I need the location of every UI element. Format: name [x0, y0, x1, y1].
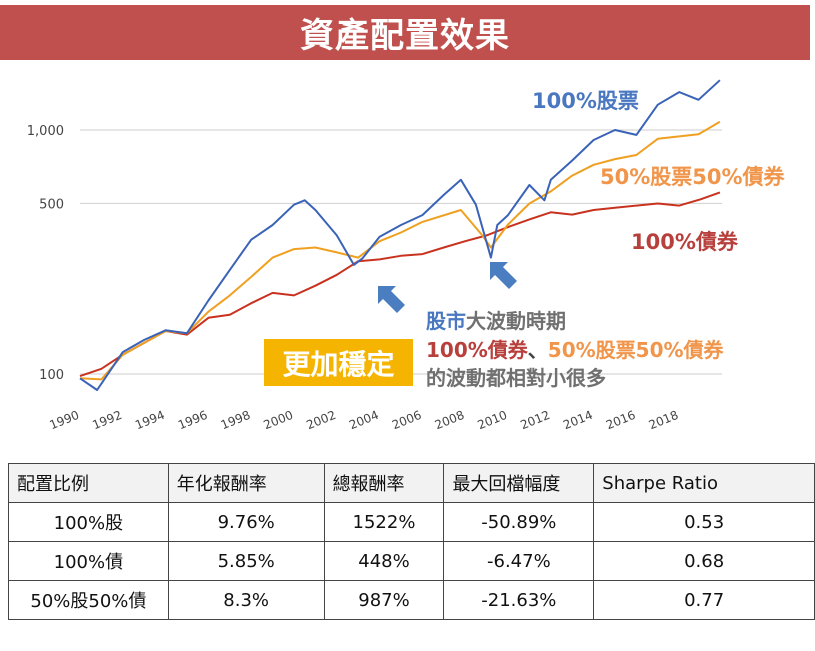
x-tick-label: 1996 — [176, 408, 210, 432]
x-tick-label: 1994 — [133, 408, 167, 432]
x-tick-label: 2010 — [476, 408, 510, 432]
x-tick-label: 1990 — [48, 408, 82, 432]
table-row: 50%股50%債 8.3% 987% -21.63% 0.77 — [8, 580, 815, 620]
series-line — [79, 191, 721, 378]
cell: -6.47% — [443, 541, 595, 581]
header-annual-return: 年化報酬率 — [167, 463, 325, 503]
x-tick-label: 2008 — [433, 408, 467, 432]
x-tick-label: 2006 — [390, 408, 424, 432]
x-tick-label: 2018 — [647, 408, 681, 432]
annotation-volatility: 大波動時期 — [466, 309, 566, 333]
table-header-row: 配置比例 年化報酬率 總報酬率 最大回檔幅度 Sharpe Ratio — [8, 463, 815, 503]
stable-badge: 更加穩定 — [264, 339, 413, 386]
cell: 8.3% — [167, 580, 325, 620]
header-max-drawdown: 最大回檔幅度 — [443, 463, 595, 503]
line-chart: 100 500 1,000 1990 1992 1994 1996 1998 2000 2002 2… — [27, 79, 722, 432]
header-sharpe: Sharpe Ratio — [593, 463, 815, 503]
cell: 100%股 — [8, 502, 169, 542]
cell: 0.68 — [593, 541, 815, 581]
y-tick-label: 1,000 — [27, 124, 64, 139]
cell: 50%股50%債 — [8, 580, 169, 620]
stats-table: 配置比例 年化報酬率 總報酬率 最大回檔幅度 Sharpe Ratio 100%… — [8, 463, 815, 620]
cell: 448% — [323, 541, 445, 581]
cell: 0.53 — [593, 502, 815, 542]
arrow-icon — [378, 286, 405, 313]
x-tick-label: 2014 — [561, 408, 595, 432]
cell: 9.76% — [167, 502, 325, 542]
cell: 100%債 — [8, 541, 169, 581]
table-row: 100%債 5.85% 448% -6.47% 0.68 — [8, 541, 815, 581]
series-line — [79, 120, 721, 381]
annotation-line-1: 股市大波動時期 — [426, 305, 566, 334]
annotation-separator: 、 — [527, 338, 548, 362]
x-tick-label: 2012 — [518, 408, 552, 432]
legend-label-bonds: 100%債券 — [631, 230, 738, 254]
page-title: 資產配置效果 — [300, 16, 510, 56]
arrow-icon — [490, 262, 517, 289]
x-tick-label: 2002 — [304, 408, 338, 432]
cell: 987% — [323, 580, 445, 620]
table-row: 100%股 9.76% 1522% -50.89% 0.53 — [8, 502, 815, 542]
header-total-return: 總報酬率 — [323, 463, 445, 503]
y-tick-label: 500 — [39, 197, 64, 212]
annotation-balanced: 50%股票50%債券 — [547, 338, 724, 362]
title-banner: 資產配置效果 — [0, 5, 810, 60]
cell: -50.89% — [443, 502, 595, 542]
legend-label-balanced: 50%股票50%債券 — [600, 165, 785, 189]
annotation-bonds: 100%債券 — [426, 338, 528, 362]
legend-label-stocks: 100%股票 — [532, 89, 639, 113]
x-tick-label: 2000 — [262, 408, 296, 432]
y-tick-label: 100 — [39, 368, 64, 383]
cell: 5.85% — [167, 541, 325, 581]
series-line — [79, 79, 721, 391]
x-tick-label: 2004 — [347, 408, 381, 432]
cell: 1522% — [323, 502, 445, 542]
annotation-line-3: 的波動都相對小很多 — [426, 366, 606, 390]
x-tick-label: 1992 — [90, 408, 124, 432]
x-tick-label: 2016 — [604, 408, 638, 432]
x-tick-label: 1998 — [219, 408, 253, 432]
annotation-stock-word: 股市 — [426, 309, 466, 333]
header-allocation: 配置比例 — [8, 463, 169, 503]
annotation-line-2: 100%債券、50%股票50%債券 — [426, 334, 724, 363]
cell: 0.77 — [593, 580, 815, 620]
cell: -21.63% — [443, 580, 595, 620]
